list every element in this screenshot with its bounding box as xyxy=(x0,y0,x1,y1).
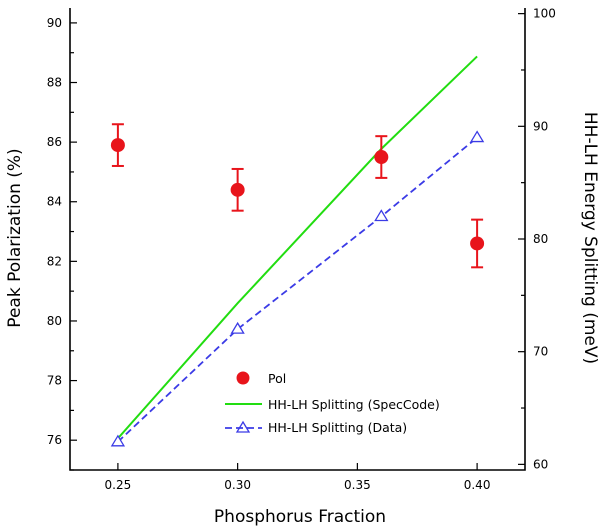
legend-pol-marker xyxy=(236,371,250,385)
y-right-tick-label: 80 xyxy=(533,232,548,246)
pol-point xyxy=(230,182,245,197)
x-tick-label: 0.40 xyxy=(464,478,491,492)
x-tick-label: 0.30 xyxy=(224,478,251,492)
y-right-tick-label: 70 xyxy=(533,345,548,359)
y-left-axis-title: Peak Polarization (%) xyxy=(5,148,25,327)
series-data-point xyxy=(469,130,485,143)
series-data-line xyxy=(117,136,478,443)
x-axis-title: Phosphorus Fraction xyxy=(214,507,386,527)
legend-data-label: HH-LH Splitting (Data) xyxy=(268,420,407,435)
series-speccode-line xyxy=(117,55,478,440)
y-left-tick-label: 86 xyxy=(47,135,62,149)
legend-speccode-label: HH-LH Splitting (SpecCode) xyxy=(268,397,440,412)
series-data-point xyxy=(374,209,389,222)
pol-point xyxy=(470,236,485,251)
x-tick-label: 0.25 xyxy=(105,478,132,492)
y-right-tick-label: 100 xyxy=(533,7,556,21)
y-right-tick-label: 90 xyxy=(533,119,548,133)
legend-pol-label: Pol xyxy=(268,371,286,386)
series-data-point xyxy=(230,321,245,334)
y-left-tick-label: 78 xyxy=(47,374,62,388)
y-left-tick-label: 76 xyxy=(47,433,62,447)
x-tick-label: 0.35 xyxy=(344,478,371,492)
series-data-point xyxy=(110,434,126,447)
y-left-tick-label: 90 xyxy=(47,16,62,30)
legend: Pol HH-LH Splitting (SpecCode) HH-LH Spl… xyxy=(225,371,440,435)
legend-data-marker xyxy=(235,420,251,433)
pol-point xyxy=(374,150,389,165)
y-left-tick-label: 84 xyxy=(47,195,62,209)
y-right-axis-title: HH-LH Energy Splitting (meV) xyxy=(580,112,600,364)
y-left-tick-label: 80 xyxy=(47,314,62,328)
pol-point xyxy=(110,138,125,153)
y-right-tick-label: 60 xyxy=(533,457,548,471)
y-left-tick-label: 88 xyxy=(47,76,62,90)
y-left-tick-label: 82 xyxy=(47,254,62,268)
